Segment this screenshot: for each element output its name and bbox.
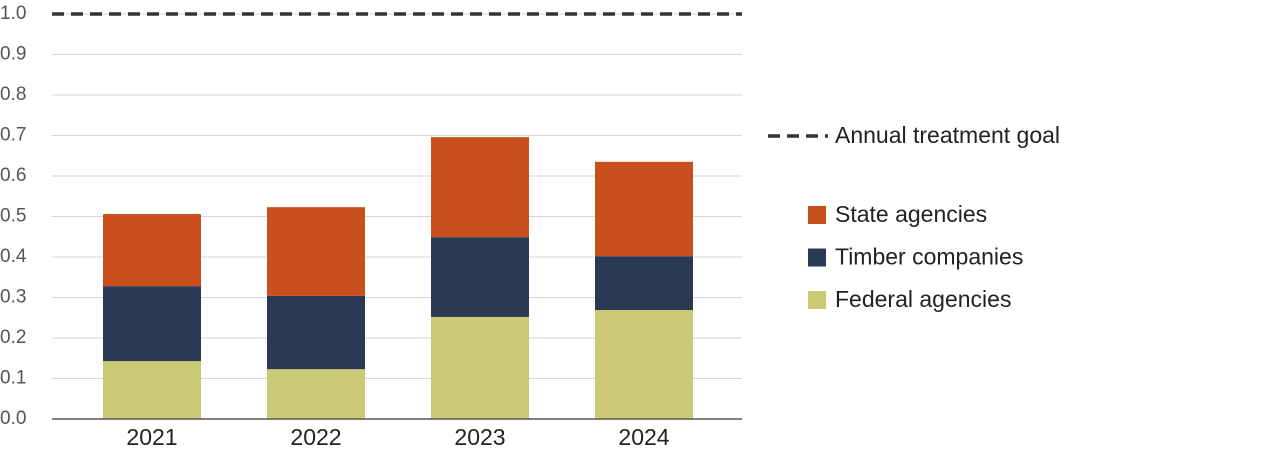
legend-label: Timber companies xyxy=(835,244,1023,270)
x-tick-label: 2021 xyxy=(126,424,177,450)
bar-segment xyxy=(431,137,529,238)
x-tick-label: 2022 xyxy=(290,424,341,450)
legend-label: Federal agencies xyxy=(835,286,1011,312)
bar-segment xyxy=(267,207,365,296)
y-tick-label: 0.7 xyxy=(0,125,26,146)
y-tick-label: 0.6 xyxy=(0,165,26,186)
x-tick-label: 2023 xyxy=(454,424,505,450)
bar-segment xyxy=(267,295,365,370)
x-tick-label: 2024 xyxy=(618,424,669,450)
bar-segment xyxy=(103,286,201,362)
y-tick-label: 0.1 xyxy=(0,368,26,389)
y-tick-label: 0.5 xyxy=(0,206,26,227)
bar-segment xyxy=(595,310,693,419)
bar-segment xyxy=(431,237,529,317)
bar-segment xyxy=(431,316,529,419)
y-tick-label: 1.0 xyxy=(0,3,26,24)
y-tick-label: 0.2 xyxy=(0,327,26,348)
legend-swatch xyxy=(808,206,826,224)
bar-segment xyxy=(103,361,201,419)
legend-label: State agencies xyxy=(835,201,987,227)
bar-segment xyxy=(595,256,693,311)
legend-swatch xyxy=(808,291,826,309)
y-tick-label: 0.3 xyxy=(0,287,26,308)
y-tick-label: 0.9 xyxy=(0,44,26,65)
legend-swatch xyxy=(808,248,826,267)
legend-label: Annual treatment goal xyxy=(835,122,1060,148)
y-tick-label: 0.4 xyxy=(0,246,27,267)
y-tick-label: 0.0 xyxy=(0,408,26,429)
bar-segment xyxy=(103,214,201,287)
bar-segment xyxy=(595,161,693,257)
y-tick-label: 0.8 xyxy=(0,84,26,105)
bar-segment xyxy=(267,369,365,419)
